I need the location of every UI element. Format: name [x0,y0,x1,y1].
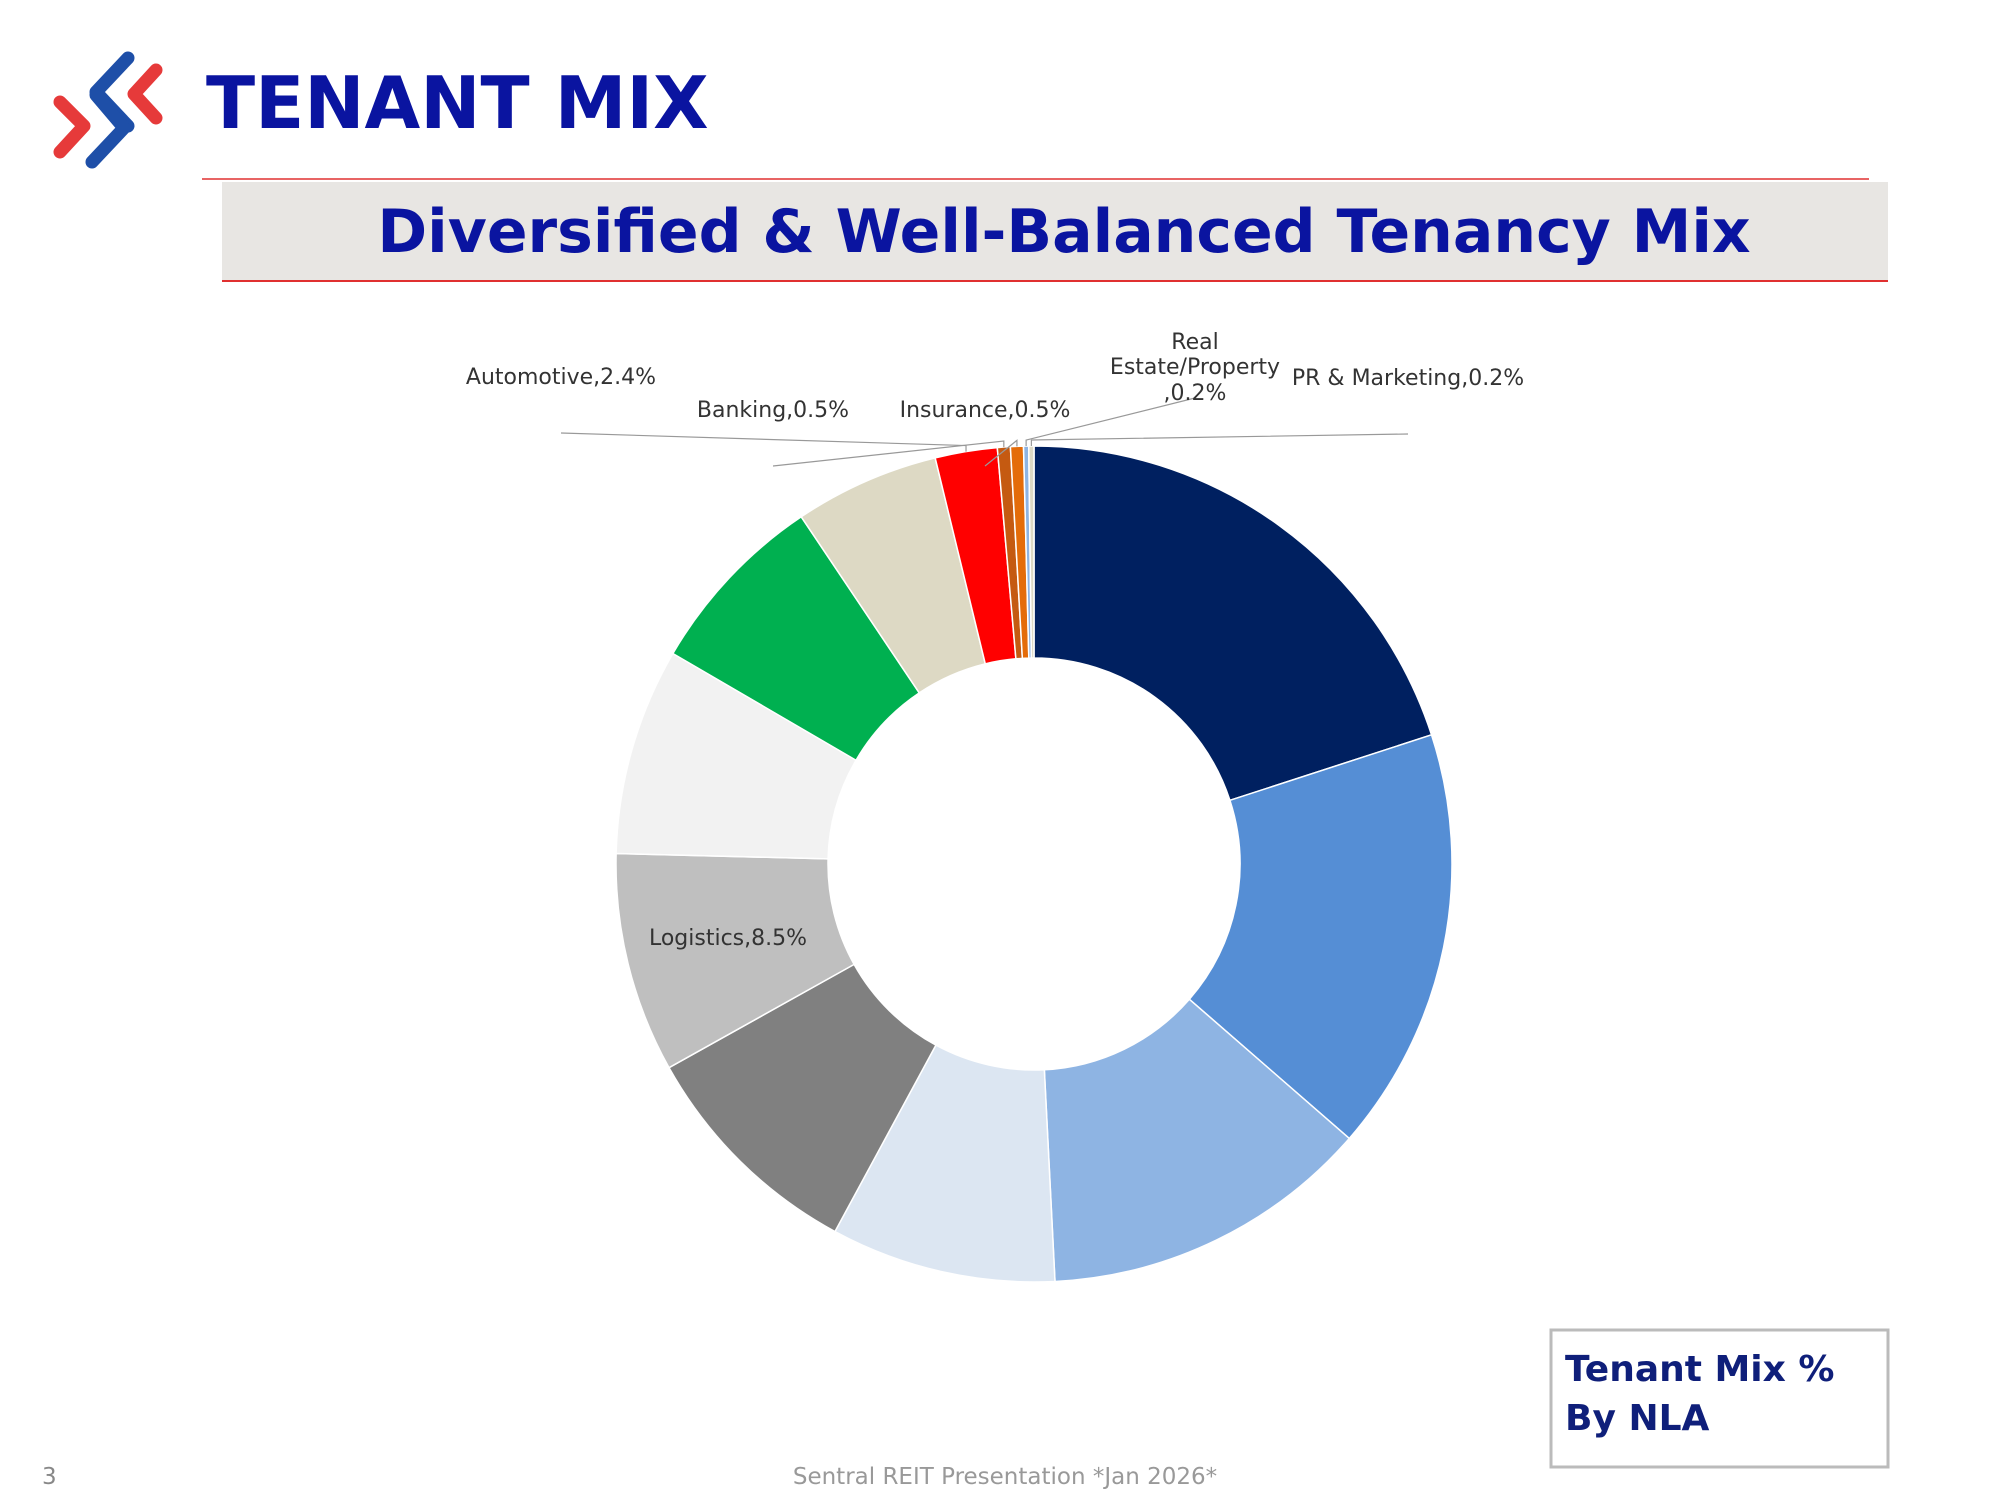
donut-slice [1188,733,1453,1140]
page-subtitle: Diversified & Well-Balanced Tenancy Mix [377,197,1750,267]
data-label: Insurance,0.5% [899,398,1071,423]
logo-chevron [53,95,91,159]
logo-chevron [85,88,131,169]
logo-chevron [127,63,163,125]
data-label: Banking,0.5% [696,398,850,423]
logo [53,51,163,169]
donut-chart: Logistics,8.5% Automotive,2.4% Banking,0.5… [465,330,1525,1283]
donut-slice [1027,445,1035,659]
donut-slice [1033,445,1433,802]
subtitle-band [222,182,1888,281]
leader-line [1025,397,1196,447]
chart-title-box [1549,1328,1890,1469]
page-number: 3 [42,1464,57,1490]
data-label-wrap: Banking,0.5% [696,398,850,423]
data-label-wrap: Logistics,8.5% [648,926,808,951]
data-label-wrap: Real Estate/Property,0.2% [1109,330,1281,406]
chart-title: Tenant Mix % By NLA [1565,1349,1835,1439]
page-title: TENANT MIX [206,61,709,145]
leader-line [1030,433,1409,447]
data-label: Automotive,2.4% [465,365,657,390]
leader-line [984,439,1018,467]
leader-line [772,440,1005,467]
data-label: Real Estate/Property,0.2% [1109,330,1281,406]
chart-title-wrap: Tenant Mix % By NLA [1565,1349,1835,1439]
donut-slice [1043,998,1351,1283]
data-label: Logistics,8.5% [648,926,808,951]
data-label-wrap: PR & Marketing,0.2% [1291,366,1525,391]
data-label: PR & Marketing,0.2% [1291,366,1525,391]
data-label-wrap: Automotive,2.4% [465,365,657,390]
data-label-wrap: Insurance,0.5% [899,398,1071,423]
footer-text: Sentral REIT Presentation *Jan 2026* [793,1464,1217,1490]
